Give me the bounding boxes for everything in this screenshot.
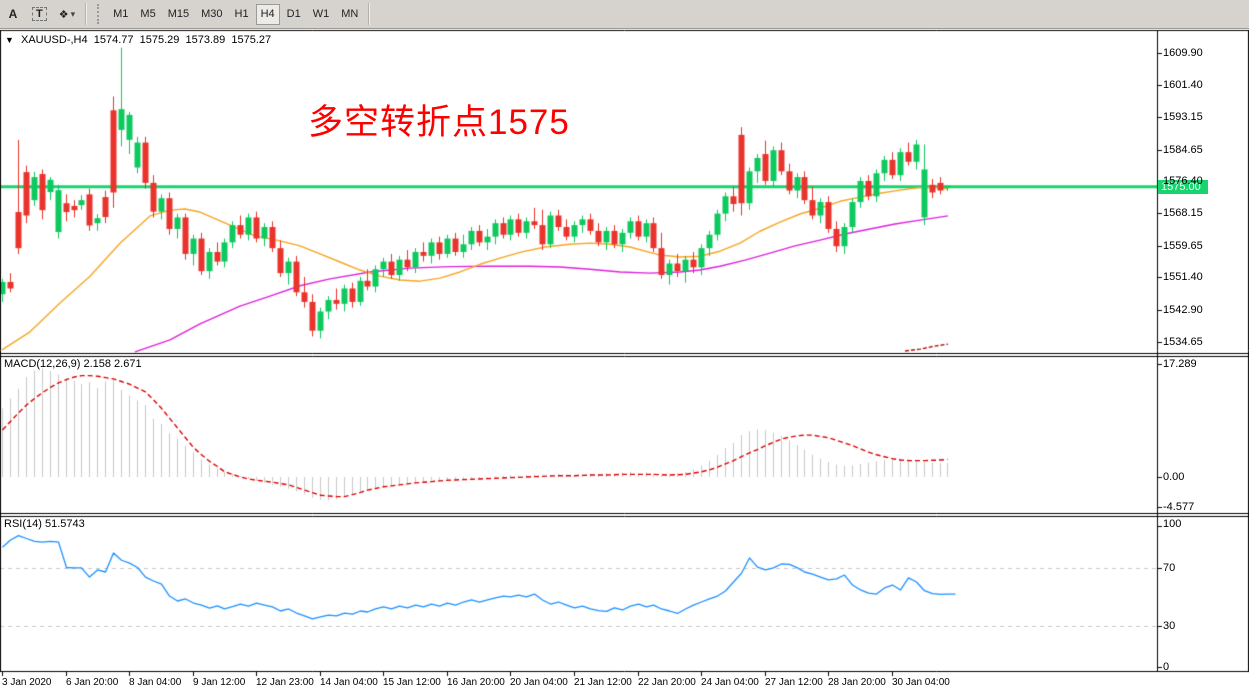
macd-axis-tick: 0.00 [1163, 471, 1185, 483]
rsi-axis-tick: 30 [1163, 619, 1176, 632]
tool-button-group: A T ❖ ▾ [0, 3, 81, 25]
time-axis-label: 8 Jan 04:00 [129, 677, 182, 688]
ohlc-high: 1575.29 [139, 34, 180, 46]
toolbar-drag-handle-icon[interactable] [97, 4, 103, 24]
timeframe-button-group: M1 M5 M15 M30 H1 H4 D1 W1 MN [107, 3, 364, 25]
timeframe-button-h1[interactable]: H1 [229, 3, 254, 25]
time-axis-label: 9 Jan 12:00 [193, 677, 246, 688]
text-tool-button[interactable]: T [27, 3, 52, 25]
toolbar-separator [85, 3, 88, 25]
timeframe-button-m5[interactable]: M5 [135, 3, 161, 25]
time-axis-label: 30 Jan 04:00 [892, 677, 950, 688]
price-axis-tick: 1593.15 [1163, 111, 1203, 124]
ohlc-low: 1573.89 [185, 34, 226, 46]
chart-annotation-text[interactable]: 多空转折点1575 [308, 103, 570, 142]
price-axis-tick: 1542.90 [1163, 303, 1203, 316]
timeframe-button-h4[interactable]: H4 [255, 3, 280, 25]
timeframe-button-m30[interactable]: M30 [196, 3, 228, 25]
time-axis-label: 16 Jan 20:00 [447, 677, 505, 688]
price-axis-tick: 1551.40 [1163, 271, 1203, 284]
time-axis-label: 12 Jan 23:00 [256, 677, 314, 688]
symbol-header: ▼ XAUUSD-,H4 1574.77 1575.29 1573.89 157… [5, 34, 271, 46]
timeframe-button-m1[interactable]: M1 [108, 3, 134, 25]
price-axis-tick: 1534.65 [1163, 335, 1203, 348]
rsi-axis-tick: 0 [1163, 661, 1170, 673]
time-axis-label: 22 Jan 20:00 [638, 677, 696, 688]
time-axis-label: 3 Jan 2020 [2, 677, 52, 688]
ohlc-close: 1575.27 [231, 34, 272, 46]
toolbar: A T ❖ ▾ M1 M5 M15 M30 H1 H4 D1 W1 MN [0, 0, 1249, 29]
price-axis-tick: 1559.65 [1163, 239, 1203, 252]
horizontal-line-price-tag[interactable]: 1575.00 [1158, 179, 1208, 194]
timeframe-button-d1[interactable]: D1 [281, 3, 306, 25]
chart-canvas[interactable] [0, 29, 1249, 692]
macd-axis-tick: -4.577 [1163, 501, 1195, 513]
price-axis-tick: 1601.40 [1163, 79, 1203, 92]
time-axis-label: 27 Jan 12:00 [765, 677, 823, 688]
rsi-axis-tick: 100 [1163, 518, 1182, 530]
macd-indicator-label: MACD(12,26,9) 2.158 2.671 [4, 358, 142, 370]
time-axis-label: 21 Jan 12:00 [574, 677, 632, 688]
time-axis-label: 24 Jan 04:00 [701, 677, 759, 688]
time-axis-label: 6 Jan 20:00 [66, 677, 119, 688]
cursor-tool-button[interactable]: A [1, 3, 25, 25]
styler-tool-button[interactable]: ❖ ▾ [53, 3, 81, 25]
timeframe-button-w1[interactable]: W1 [307, 3, 335, 25]
time-axis-label: 20 Jan 04:00 [510, 677, 568, 688]
rsi-axis-tick: 70 [1163, 561, 1176, 574]
price-axis-tick: 1584.65 [1163, 143, 1203, 156]
chevron-down-icon[interactable]: ▼ [5, 35, 14, 45]
time-axis-label: 15 Jan 12:00 [383, 677, 441, 688]
timeframe-button-m15[interactable]: M15 [162, 3, 195, 25]
ohlc-open: 1574.77 [93, 34, 134, 46]
price-axis-tick: 1568.15 [1163, 207, 1203, 220]
macd-axis-tick: 17.289 [1163, 358, 1197, 370]
rsi-indicator-label: RSI(14) 51.5743 [4, 518, 85, 530]
toolbar-separator [368, 3, 371, 25]
price-axis-tick: 1609.90 [1163, 46, 1203, 59]
symbol-name: XAUUSD-,H4 [20, 34, 88, 46]
time-axis-label: 14 Jan 04:00 [320, 677, 378, 688]
chevron-down-icon[interactable]: ▾ [70, 8, 76, 19]
price-axis-tick: 1576.40 [1163, 175, 1203, 188]
time-axis-label: 28 Jan 20:00 [828, 677, 886, 688]
timeframe-button-mn[interactable]: MN [336, 3, 364, 25]
